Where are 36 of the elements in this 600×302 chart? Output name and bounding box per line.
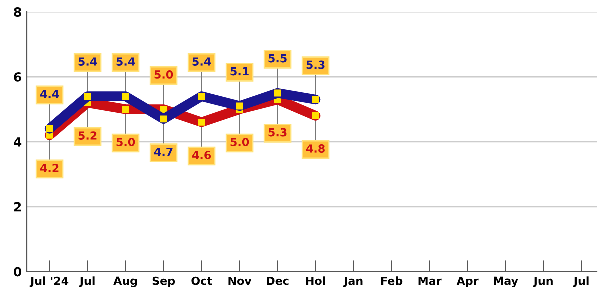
x-tick-label: Oct <box>192 276 212 286</box>
data-label: 5.4 <box>116 58 136 66</box>
y-tick-label: 4 <box>14 138 22 147</box>
x-tick-label: Mar <box>418 277 442 286</box>
data-label: 5.4 <box>78 58 98 66</box>
x-tick-label: Sep <box>152 276 176 288</box>
data-label: 5.2 <box>78 132 97 140</box>
x-tick-label: Aug <box>114 276 138 288</box>
data-label: 4.6 <box>192 151 212 160</box>
y-tick-label: 0 <box>14 267 22 277</box>
data-label: 4.2 <box>40 164 59 172</box>
x-tick-label: Hol <box>306 276 326 286</box>
y-tick-label: 2 <box>14 202 22 212</box>
x-tick-label: Dec <box>267 277 289 286</box>
data-label: 4.4 <box>40 90 60 98</box>
x-tick-label: Apr <box>456 277 479 288</box>
data-label: 5.3 <box>306 60 325 70</box>
x-tick-label: Feb <box>382 276 403 286</box>
data-label: 5.0 <box>154 70 174 79</box>
x-tick-label: May <box>494 276 518 288</box>
x-tick-label: Jul <box>573 276 589 288</box>
data-label: 4.8 <box>306 144 325 153</box>
y-tick-label: 8 <box>14 8 22 18</box>
data-label: 5.3 <box>268 128 287 137</box>
x-tick-label: Jul <box>79 276 95 288</box>
x-tick-label: Jan <box>343 277 363 288</box>
x-tick-label: Jun <box>533 277 553 288</box>
y-tick-label: 6 <box>14 72 22 82</box>
data-label: 5.4 <box>192 58 212 66</box>
data-label: 5.0 <box>116 138 136 146</box>
data-label: 5.0 <box>230 138 250 146</box>
x-tick-label: Jul '24 <box>30 276 69 288</box>
data-label: 4.7 <box>154 148 173 156</box>
data-label: 5.5 <box>268 54 287 63</box>
data-label: 5.1 <box>230 67 249 76</box>
x-tick-label: Nov <box>228 277 252 286</box>
